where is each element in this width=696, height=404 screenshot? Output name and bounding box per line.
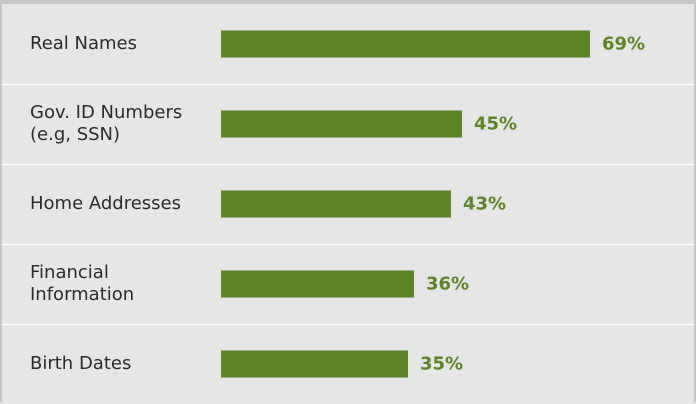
chart-row-home-addresses: Home Addresses 43% (2, 164, 694, 245)
value-label: 35% (420, 353, 464, 375)
category-label: Real Names (30, 33, 138, 54)
category-label: Financial Information (30, 262, 135, 305)
value-label: 36% (426, 273, 470, 295)
bar (221, 270, 414, 298)
value-label: 45% (474, 113, 518, 135)
chart-row-real-names: Real Names 69% (2, 4, 694, 85)
chart-row-birth-dates: Birth Dates 35% (2, 324, 694, 404)
chart-row-gov-id-numbers: Gov. ID Numbers (e.g, SSN) 45% (2, 84, 694, 165)
bar (221, 110, 462, 138)
bar (221, 350, 408, 378)
category-label: Gov. ID Numbers (e.g, SSN) (30, 102, 183, 145)
value-label: 43% (463, 193, 507, 215)
category-label: Home Addresses (30, 193, 182, 214)
category-label: Birth Dates (30, 353, 132, 374)
bar (221, 190, 451, 218)
bar (221, 30, 590, 58)
chart-row-financial-information: Financial Information 36% (2, 244, 694, 325)
value-label: 69% (602, 33, 646, 55)
